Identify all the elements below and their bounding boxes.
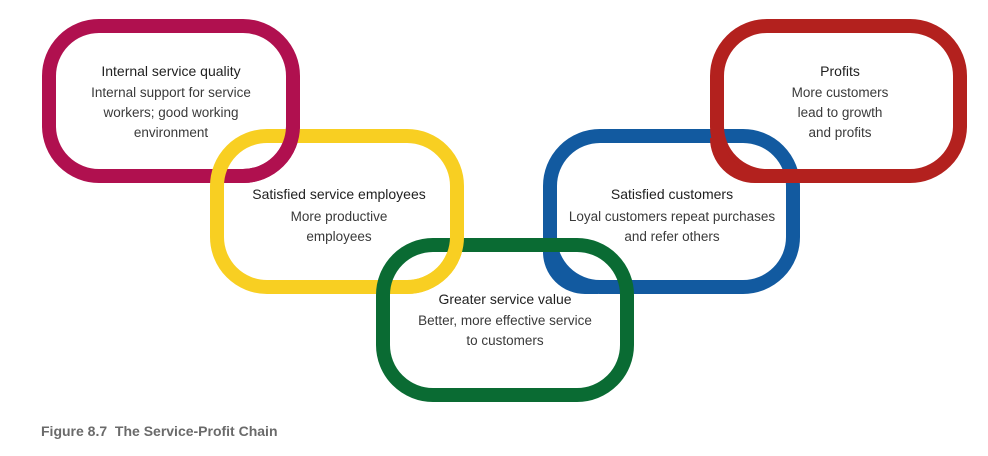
chain-link-greater-service-value [376,238,634,402]
satisfied-service-employees-desc-line-1: More productive [291,209,388,224]
greater-service-value-desc-line-1: Better, more effective service [418,313,592,328]
satisfied-customers-desc-line-1: Loyal customers repeat purchases [569,209,776,224]
satisfied-customers-title: Satisfied customers [611,186,733,202]
satisfied-service-employees-desc-line-2: employees [306,229,372,244]
satisfied-customers-desc-line-2: and refer others [624,229,720,244]
chain-link-satisfied-customers [543,129,800,294]
profits-desc-line-3: and profits [808,125,871,140]
chain-link-internal-service-quality [42,19,300,183]
internal-service-quality-desc-line-3: environment [134,125,209,140]
satisfied-service-employees-title: Satisfied service employees [252,186,426,202]
interlock-customers-over-value [543,251,598,294]
internal-service-quality-title: Internal service quality [101,63,240,79]
profits-desc-line-1: More customers [792,85,889,100]
interlock-profits-over-customers [710,137,768,183]
figure-caption: Figure 8.7 The Service-Profit Chain [41,423,278,439]
greater-service-value-desc-line-2: to customers [466,333,544,348]
interlock-employees-over-value [396,230,464,294]
interlock-internal-over-employees [229,120,300,183]
profits-desc-line-2: lead to growth [798,105,883,120]
chain-link-satisfied-service-employees [210,129,464,294]
profits-title: Profits [820,63,860,79]
greater-service-value-title: Greater service value [438,291,571,307]
internal-service-quality-desc-line-1: Internal support for service [91,85,251,100]
internal-service-quality-desc-line-2: workers; good working [102,105,238,120]
chain-link-profits [710,19,967,183]
